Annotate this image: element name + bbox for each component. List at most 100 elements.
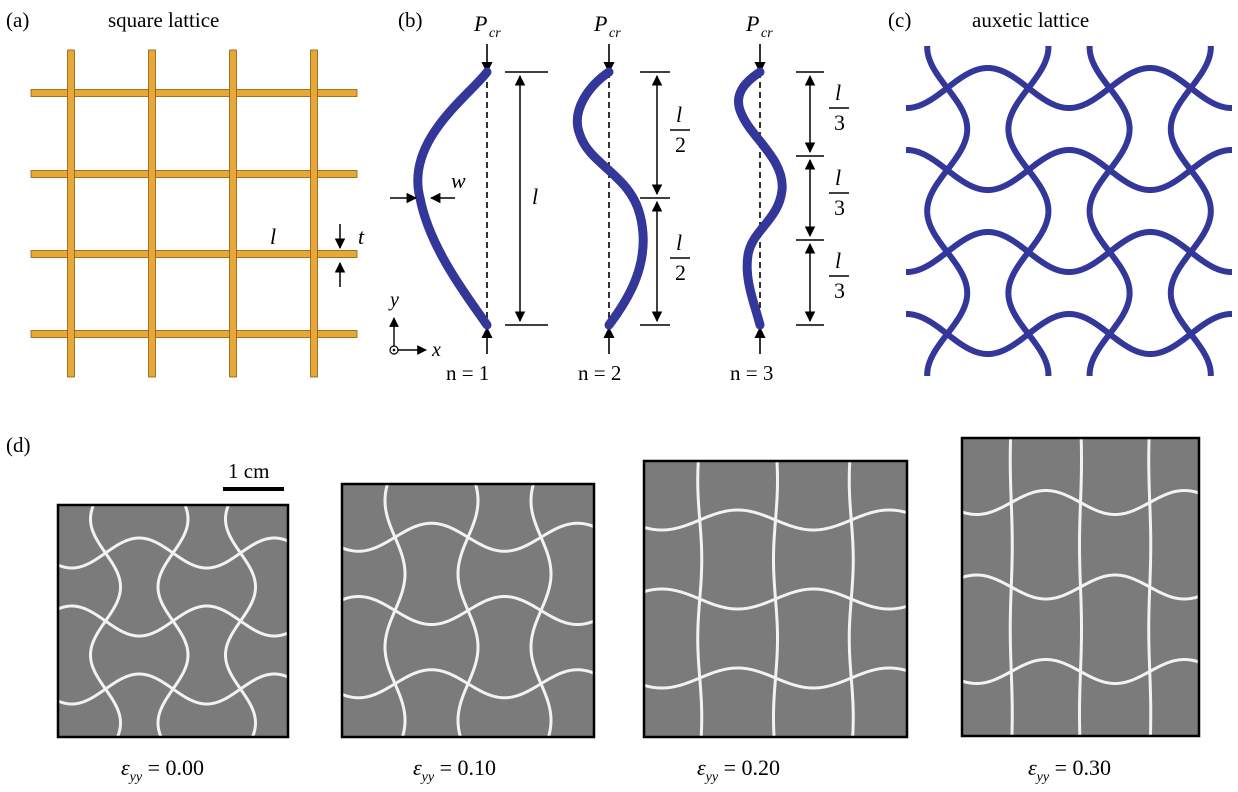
fraction-denominator: 3 — [834, 278, 845, 303]
photo-ligament-horizontal — [342, 668, 594, 700]
load-subscript-mode-2: cr — [609, 26, 621, 41]
lattice-joint — [311, 171, 317, 177]
photo-frame — [960, 436, 1201, 738]
strain-label: εyy = 0.30 — [1028, 755, 1111, 785]
lattice-bar-vertical — [67, 49, 75, 378]
lattice-joint — [311, 251, 317, 257]
lattice-joint — [68, 331, 74, 337]
photo-ligament-vertical — [23, 485, 53, 757]
fraction-numerator: l — [676, 230, 682, 255]
scale-bar-line — [223, 487, 284, 491]
lattice-joint — [149, 90, 155, 96]
lattice-joint — [311, 331, 317, 337]
fraction-denominator: 3 — [834, 195, 845, 220]
sample-photo-3 — [622, 431, 929, 757]
scale-bar-label: 1 cm — [228, 459, 269, 483]
fraction-mode-2-seg-1: l 2 — [670, 102, 690, 157]
buckled-beam-mode-2 — [572, 67, 648, 330]
photo-ligament-vertical — [312, 464, 332, 757]
buckling-mode-2: P cr l 2 l 2 n = 2 — [572, 11, 690, 385]
photo-ligament-horizontal — [58, 536, 288, 570]
photo-ligament-vertical — [622, 441, 626, 757]
panel-d: (d) 1 cm εyy = 0.00 εyy = 0.10 εyy = 0.20 ε… — [6, 406, 1220, 785]
fraction-denominator: 2 — [675, 132, 686, 157]
photo-ligament-vertical — [925, 441, 929, 757]
photo-ligament-vertical — [1218, 418, 1220, 756]
panel-b-label: (b) — [398, 8, 423, 32]
buckled-beam-mode-1 — [413, 67, 492, 330]
buckling-mode-3: P cr l 3 l 3 l — [730, 11, 849, 385]
fraction-mode-3-seg-1: l 3 — [829, 80, 849, 135]
photo-ligament-horizontal — [644, 508, 907, 532]
lattice-joint — [230, 171, 236, 177]
sample-photo-1 — [23, 485, 323, 757]
lattice-bar-vertical — [148, 49, 156, 378]
lattice-joint — [149, 251, 155, 257]
auxetic-ligament-vertical — [846, 6, 886, 416]
mode-label-2: n = 2 — [578, 361, 621, 385]
load-symbol-mode-3: P — [745, 11, 759, 36]
panel-c-label: (c) — [888, 8, 911, 32]
lattice-joint — [311, 90, 317, 96]
lattice-bar-horizontal — [30, 170, 358, 178]
lattice-joint — [230, 251, 236, 257]
photo-ligament-vertical — [941, 418, 943, 756]
lattice-joint — [230, 331, 236, 337]
lattice-bar-horizontal — [30, 250, 358, 258]
lattice-bar-vertical — [229, 49, 237, 378]
auxetic-ligament-horizontal — [906, 310, 1232, 358]
photo-ligament-horizontal — [962, 488, 1199, 517]
scale-bar: 1 cm — [223, 459, 284, 491]
auxetic-ligament-horizontal — [906, 228, 1232, 276]
fraction-mode-2-seg-2: l 2 — [670, 230, 690, 285]
lattice-joint — [68, 171, 74, 177]
buckled-beam-mode-3 — [734, 67, 787, 330]
fraction-numerator: l — [835, 248, 841, 273]
sample-photo-2 — [312, 464, 624, 757]
auxetic-ligament-horizontal — [906, 64, 1232, 112]
lattice-length-symbol: l — [270, 224, 276, 249]
square-lattice — [30, 49, 358, 378]
lattice-joint — [149, 331, 155, 337]
photo-frame — [642, 459, 909, 739]
panel-a-label: (a) — [6, 8, 29, 32]
strain-label: εyy = 0.00 — [121, 755, 204, 785]
strain-label: εyy = 0.10 — [413, 755, 496, 785]
auxetic-ligament-vertical — [1086, 46, 1133, 376]
photo-ligament-horizontal — [942, 406, 1219, 430]
panel-b: (b) P cr w l n = 1 P cr — [388, 8, 849, 385]
strain-label: εyy = 0.20 — [697, 755, 780, 785]
photo-ligament-horizontal — [342, 521, 594, 553]
axis-y-label: y — [388, 289, 399, 311]
lattice-joint — [68, 90, 74, 96]
photo-ligament-horizontal — [644, 666, 907, 690]
photo-ligament-horizontal — [624, 431, 927, 451]
auxetic-ligament-vertical — [1005, 46, 1052, 376]
lattice-thickness-symbol: t — [358, 224, 365, 249]
sample-photo-4 — [941, 406, 1220, 756]
axis-x-label: x — [431, 339, 441, 361]
fraction-numerator: l — [835, 80, 841, 105]
lattice-joint — [149, 171, 155, 177]
photo-frame — [340, 482, 596, 739]
auxetic-lattice — [846, 6, 1238, 436]
load-symbol-mode-1: P — [473, 11, 487, 36]
auxetic-ligament-horizontal — [866, 396, 1238, 436]
fraction-mode-3-seg-2: l 3 — [829, 165, 849, 220]
photo-ligament-vertical — [293, 485, 323, 757]
photo-ligament-horizontal — [58, 604, 288, 638]
photo-ligament-vertical — [604, 464, 624, 757]
load-symbol-mode-2: P — [593, 11, 607, 36]
fraction-denominator: 3 — [834, 110, 845, 135]
photo-frame — [56, 503, 290, 739]
dim-label-mode-1: l — [532, 184, 538, 209]
panel-c: (c) auxetic lattice — [846, 6, 1238, 436]
photo-ligament-horizontal — [962, 573, 1199, 601]
load-subscript-mode-1: cr — [489, 26, 501, 41]
fraction-denominator: 2 — [675, 260, 686, 285]
panel-a: (a) square lattice l t — [6, 8, 365, 378]
fraction-numerator: l — [835, 165, 841, 190]
buckling-mode-1: P cr w l n = 1 — [390, 11, 548, 385]
photo-ligament-horizontal — [342, 594, 594, 627]
